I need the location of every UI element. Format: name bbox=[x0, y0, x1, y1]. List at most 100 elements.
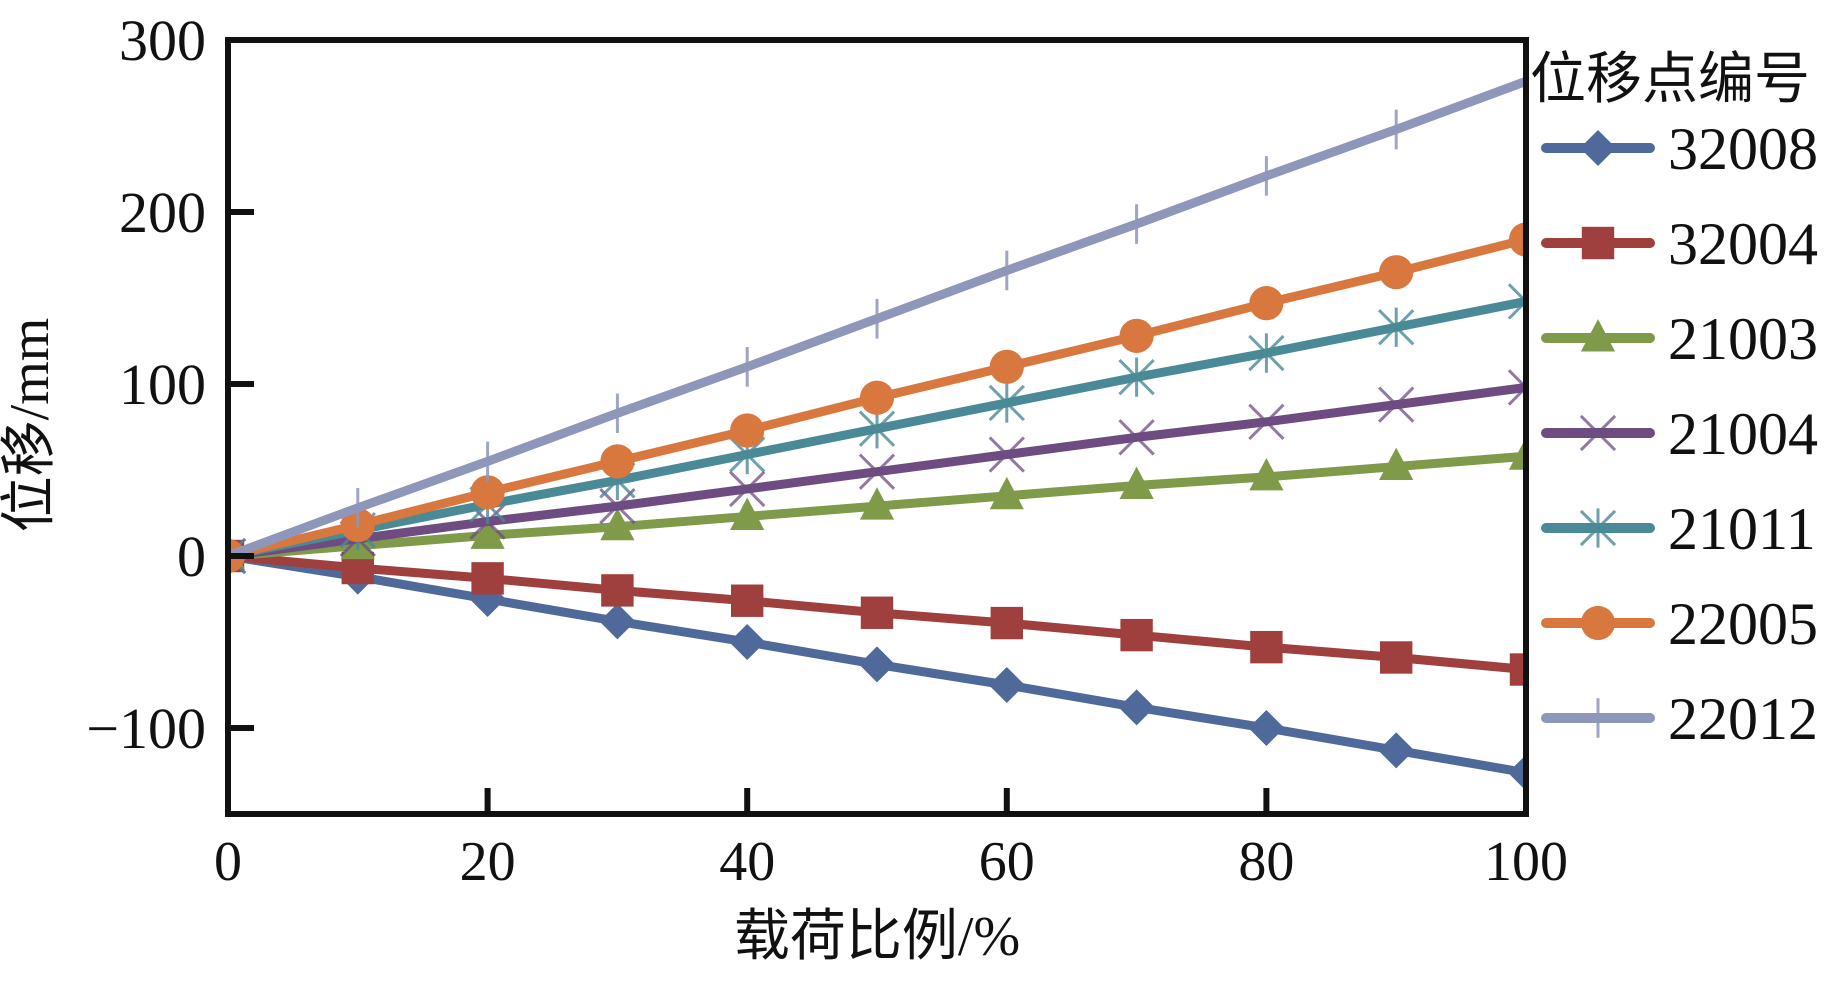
data-point-21003-20 bbox=[470, 516, 505, 549]
x-axis-title: 载荷比例/% bbox=[734, 906, 1020, 968]
data-point-32008-90 bbox=[1378, 732, 1415, 769]
x-axis-ticks: 0 20 40 60 80 100 bbox=[214, 788, 1568, 893]
legend-asterisk-icon bbox=[1579, 508, 1617, 548]
data-point-22012-80 bbox=[1259, 156, 1274, 196]
data-point-21011-60 bbox=[988, 383, 1025, 423]
y-tick-label: 300 bbox=[119, 8, 206, 73]
legend-diamond-icon bbox=[1580, 130, 1616, 166]
data-point-21011-90 bbox=[1378, 307, 1415, 347]
legend-x-icon bbox=[1579, 414, 1617, 452]
legend-label: 21004 bbox=[1668, 401, 1818, 467]
data-point-32008-30 bbox=[599, 603, 636, 640]
legend-circle-icon bbox=[1580, 605, 1616, 641]
legend-label: 22005 bbox=[1668, 591, 1818, 657]
series-32008 bbox=[228, 538, 1526, 791]
data-point-21003-50 bbox=[859, 487, 895, 520]
data-point-21004-50 bbox=[858, 453, 896, 490]
x-tick-label: 60 bbox=[979, 831, 1035, 893]
data-point-32004-50 bbox=[860, 596, 894, 629]
legend-plus-icon bbox=[1591, 698, 1605, 738]
series-21003 bbox=[228, 437, 1526, 570]
data-point-22012-90 bbox=[1389, 109, 1404, 150]
x-tick-label: 20 bbox=[460, 831, 516, 893]
legend-title: 位移点编号 bbox=[1530, 49, 1810, 111]
data-point-32008-40 bbox=[729, 624, 766, 660]
legend-item-21011: 21011 bbox=[1541, 496, 1816, 562]
data-point-21004-70 bbox=[1118, 419, 1155, 456]
data-point-32004-20 bbox=[471, 562, 504, 595]
data-point-22005-30 bbox=[600, 444, 635, 479]
data-point-32008-80 bbox=[1248, 710, 1285, 746]
data-point-22012-10 bbox=[350, 488, 365, 528]
legend-item-21003: 21003 bbox=[1541, 306, 1818, 372]
data-point-21004-60 bbox=[988, 436, 1025, 473]
data-point-32004-100 bbox=[1509, 653, 1526, 686]
data-point-22012-60 bbox=[999, 250, 1014, 291]
data-point-21003-90 bbox=[1379, 447, 1414, 481]
data-point-21003-30 bbox=[600, 507, 635, 541]
data-point-21011-80 bbox=[1248, 333, 1285, 373]
legend-square-icon bbox=[1581, 226, 1615, 260]
data-point-32004-90 bbox=[1380, 641, 1413, 674]
data-point-21004-30 bbox=[599, 487, 636, 525]
data-point-21011-50 bbox=[858, 409, 896, 449]
data-point-32004-60 bbox=[990, 606, 1023, 640]
y-tick-label: 100 bbox=[119, 352, 206, 417]
legend: 位移点编号 32008 32004 21003 21004 21011 22005 2201… bbox=[1530, 49, 1818, 752]
series-32004 bbox=[228, 539, 1526, 686]
data-point-32008-50 bbox=[859, 646, 895, 683]
data-point-32004-70 bbox=[1120, 618, 1153, 652]
data-point-32008-100 bbox=[1508, 754, 1526, 791]
data-point-21011-70 bbox=[1118, 357, 1155, 397]
data-point-22012-30 bbox=[610, 393, 625, 434]
data-point-21003-60 bbox=[989, 476, 1024, 510]
data-point-21003-100 bbox=[1508, 437, 1526, 470]
data-point-21003-40 bbox=[730, 497, 765, 530]
x-tick-label: 0 bbox=[214, 831, 242, 893]
legend-triangle-icon bbox=[1580, 319, 1616, 352]
data-point-22012-50 bbox=[870, 298, 884, 339]
series-22005 bbox=[228, 222, 1526, 574]
legend-item-32008: 32008 bbox=[1541, 116, 1818, 182]
data-point-22005-70 bbox=[1119, 318, 1154, 353]
data-point-22005-20 bbox=[470, 475, 505, 510]
data-point-32008-70 bbox=[1118, 689, 1155, 726]
data-point-22012-20 bbox=[480, 441, 495, 482]
data-point-22005-60 bbox=[989, 349, 1024, 384]
data-point-22005-90 bbox=[1379, 255, 1414, 290]
x-tick-label: 100 bbox=[1484, 831, 1568, 893]
plot-frame bbox=[225, 37, 1529, 817]
data-point-32008-60 bbox=[988, 667, 1025, 703]
data-point-21011-100 bbox=[1507, 281, 1526, 322]
legend-item-21004: 21004 bbox=[1541, 401, 1818, 467]
legend-item-22005: 22005 bbox=[1541, 591, 1818, 657]
data-point-21003-70 bbox=[1119, 466, 1154, 499]
legend-item-32004: 32004 bbox=[1541, 211, 1818, 277]
legend-label: 22012 bbox=[1668, 686, 1818, 752]
data-point-21004-100 bbox=[1507, 369, 1526, 406]
data-point-32004-80 bbox=[1250, 630, 1283, 664]
data-point-32004-30 bbox=[601, 574, 634, 607]
data-point-22005-100 bbox=[1508, 222, 1526, 257]
legend-label: 32004 bbox=[1668, 211, 1818, 277]
data-point-21003-80 bbox=[1249, 457, 1284, 491]
series-22012 bbox=[228, 61, 1526, 576]
y-axis-ticks: −100 0 100 200 300 bbox=[86, 8, 254, 761]
y-tick-label: −100 bbox=[86, 696, 206, 761]
data-point-22012-40 bbox=[740, 347, 755, 387]
data-point-21004-90 bbox=[1378, 386, 1415, 423]
data-point-22005-80 bbox=[1249, 286, 1284, 321]
data-point-21004-40 bbox=[729, 470, 766, 508]
data-point-22005-40 bbox=[730, 413, 765, 448]
y-tick-label: 200 bbox=[119, 180, 206, 245]
data-point-32004-40 bbox=[731, 584, 764, 617]
x-tick-label: 40 bbox=[719, 831, 775, 893]
data-point-22005-50 bbox=[859, 380, 895, 415]
data-point-22012-100 bbox=[1519, 61, 1526, 102]
data-point-22012-70 bbox=[1129, 204, 1144, 244]
y-axis-title: 位移/mm bbox=[0, 318, 61, 533]
legend-item-22012: 22012 bbox=[1541, 686, 1818, 752]
legend-label: 21011 bbox=[1668, 496, 1816, 562]
